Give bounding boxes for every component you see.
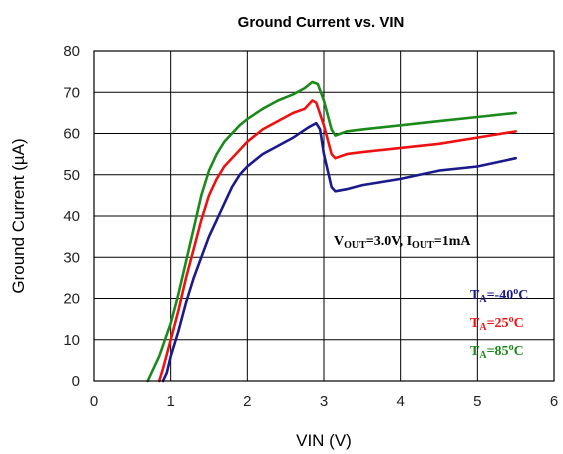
legend-entry: TA=-40oC (470, 286, 528, 305)
x-tick-label: 3 (320, 393, 328, 410)
y-tick-label: 70 (63, 84, 80, 101)
x-axis-label: VIN (V) (296, 431, 352, 450)
series-lines (146, 80, 517, 383)
y-tick-label: 60 (63, 126, 80, 143)
x-tick-label: 1 (166, 393, 174, 410)
legend-entry: TA=25oC (470, 314, 524, 333)
series-line (146, 80, 517, 383)
x-tick-label: 2 (243, 393, 251, 410)
grid (93, 50, 555, 382)
series-line (157, 99, 517, 383)
plot-frame (93, 50, 555, 382)
y-axis-label: Ground Current (µA) (9, 138, 28, 293)
y-tick-label: 40 (63, 208, 80, 225)
y-tick-label: 0 (72, 373, 80, 390)
legend-entry: TA=85oC (470, 342, 524, 361)
series-line (161, 121, 517, 383)
x-tick-label: 5 (473, 393, 481, 410)
y-tick-label: 20 (63, 291, 80, 308)
y-tick-label: 10 (63, 332, 80, 349)
y-tick-label: 80 (63, 43, 80, 60)
test-condition-label: VOUT=3.0V, IOUT=1mA (334, 234, 471, 251)
x-tick-label: 0 (90, 393, 98, 410)
chart-title: Ground Current vs. VIN (238, 14, 405, 31)
x-tick-label: 4 (396, 393, 404, 410)
x-tick-label: 6 (550, 393, 558, 410)
y-tick-label: 50 (63, 167, 80, 184)
legend: TA=-40oC TA=25oC TA=85oC (470, 286, 528, 361)
y-tick-label: 30 (63, 249, 80, 266)
